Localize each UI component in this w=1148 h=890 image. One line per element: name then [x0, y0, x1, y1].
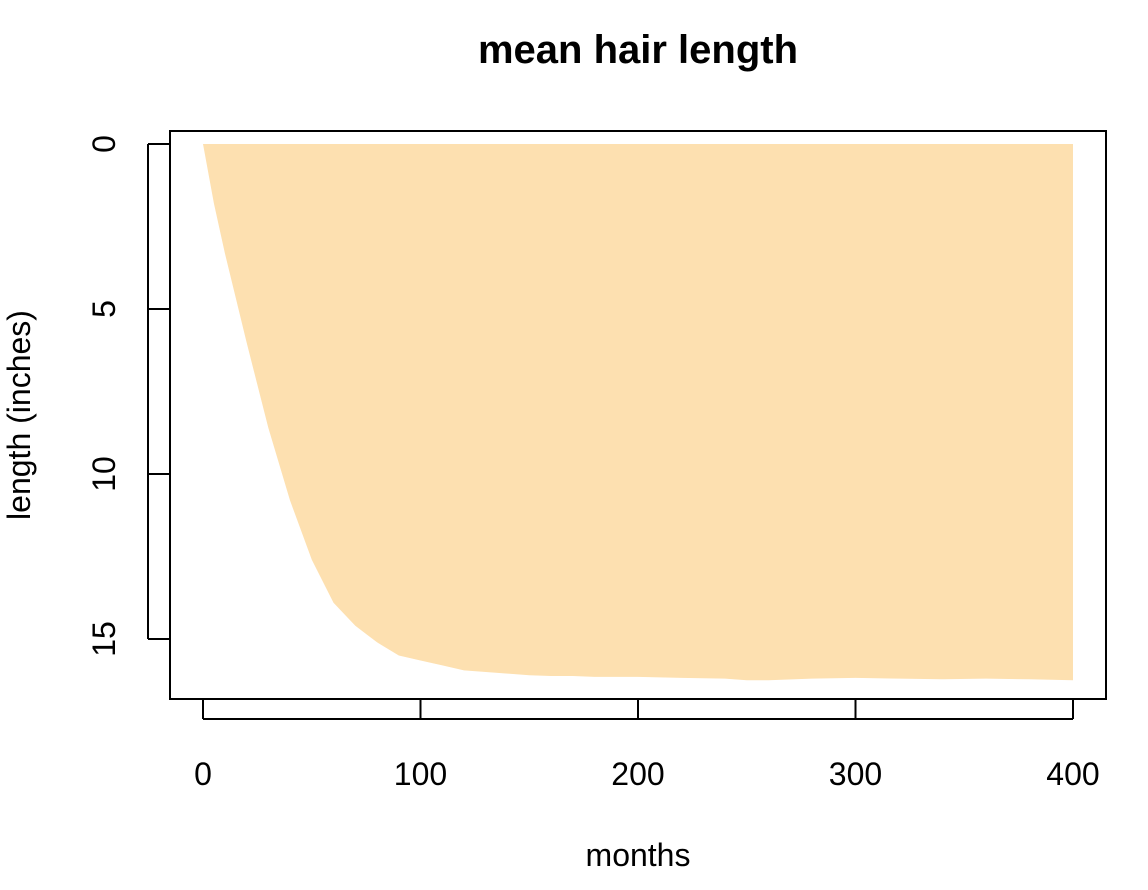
x-axis: 0 100 200 300 400: [194, 699, 1100, 792]
y-tick-label-5: 5: [86, 300, 122, 318]
y-tick-label-0: 0: [86, 135, 122, 153]
x-tick-label-200: 200: [611, 756, 664, 792]
chart-title: mean hair length: [478, 28, 798, 72]
y-axis: 0 5 10 15: [86, 135, 170, 657]
y-tick-label-10: 10: [86, 456, 122, 492]
x-tick-label-400: 400: [1046, 756, 1099, 792]
plot-area: [203, 144, 1073, 681]
x-tick-label-100: 100: [394, 756, 447, 792]
x-tick-label-300: 300: [829, 756, 882, 792]
y-tick-label-15: 15: [86, 621, 122, 657]
y-axis-label: length (inches): [1, 310, 37, 520]
x-axis-label: months: [586, 837, 691, 873]
area-series-0: [203, 144, 1073, 681]
x-tick-label-0: 0: [194, 756, 212, 792]
